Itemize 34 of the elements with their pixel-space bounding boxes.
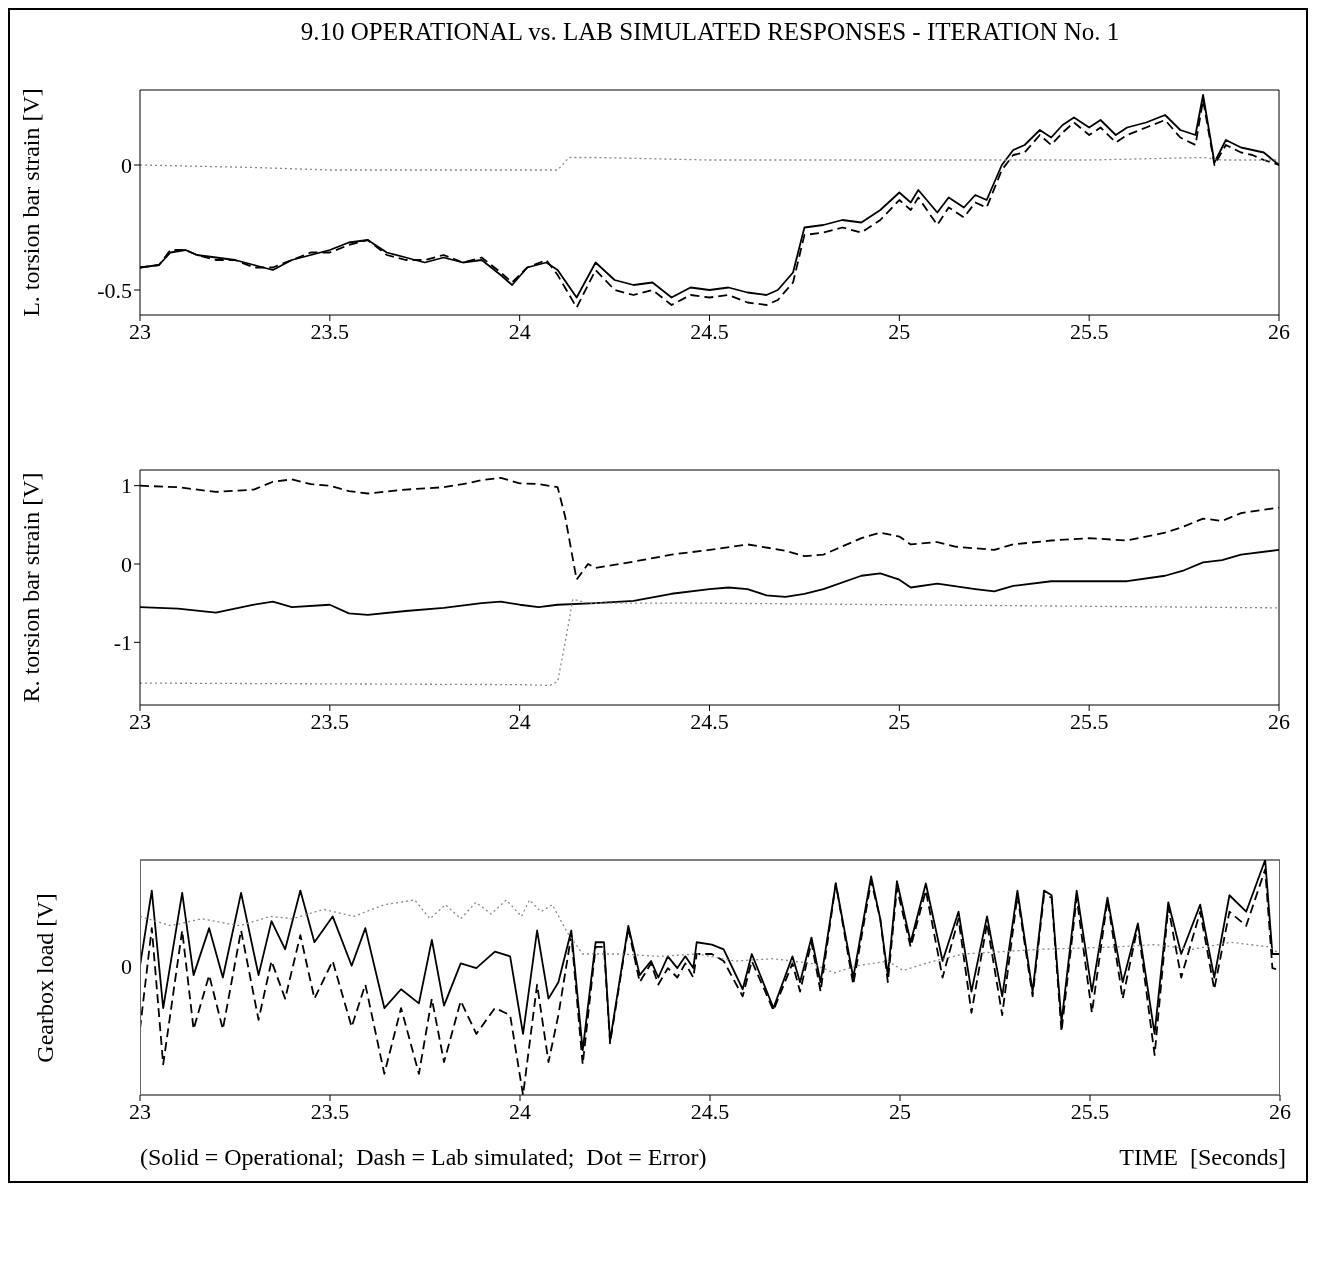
x-tick-label: 25 xyxy=(888,708,911,734)
y-tick-label: 1 xyxy=(121,473,132,499)
x-tick-label: 24.5 xyxy=(690,1098,730,1124)
y-tick-label: 0 xyxy=(121,152,132,178)
x-tick-label: 23 xyxy=(129,1098,151,1124)
chart-title: 9.10 OPERATIONAL vs. LAB SIMULATED RESPONSES - ITERATION No. 1 xyxy=(299,18,1121,46)
x-tick-label: 23 xyxy=(129,708,151,734)
y-tick-label: -1 xyxy=(113,630,132,656)
x-tick-label: 25.5 xyxy=(1070,1098,1110,1124)
x-tick-label: 25.5 xyxy=(1069,318,1109,344)
line-series xyxy=(140,156,1279,171)
x-tick-label: 26 xyxy=(1268,318,1290,344)
x-tick-label: 26 xyxy=(1269,1098,1291,1124)
y-tick-label: -0.5 xyxy=(97,277,132,303)
x-tick-label: 24 xyxy=(508,318,531,344)
x-axis-title: TIME [Seconds] xyxy=(1119,1144,1286,1171)
y-axis-title: Gearbox load [V] xyxy=(31,892,59,1063)
x-tick-label: 23.5 xyxy=(310,708,350,734)
x-tick-label: 24.5 xyxy=(690,318,729,344)
y-tick-label: 0 xyxy=(121,551,132,577)
x-tick-label: 24 xyxy=(508,708,531,734)
x-tick-label: 23.5 xyxy=(310,1098,350,1124)
x-tick-label: 25.5 xyxy=(1069,708,1109,734)
x-tick-label: 23 xyxy=(129,318,151,344)
line-series xyxy=(140,598,1279,687)
y-axis-title: L. torsion bar strain [V] xyxy=(17,88,44,317)
x-tick-label: 25 xyxy=(888,318,911,344)
x-tick-label: 24.5 xyxy=(690,708,729,734)
x-tick-label: 25 xyxy=(889,1098,911,1124)
y-axis-title: R. torsion bar strain [V] xyxy=(17,472,44,703)
x-tick-label: 23.5 xyxy=(310,318,350,344)
x-tick-label: 26 xyxy=(1268,708,1290,734)
text: (Solid = Operational; Dash = Lab simulated; Dot = Error) xyxy=(140,1144,707,1171)
x-tick-label: 24 xyxy=(509,1098,531,1124)
